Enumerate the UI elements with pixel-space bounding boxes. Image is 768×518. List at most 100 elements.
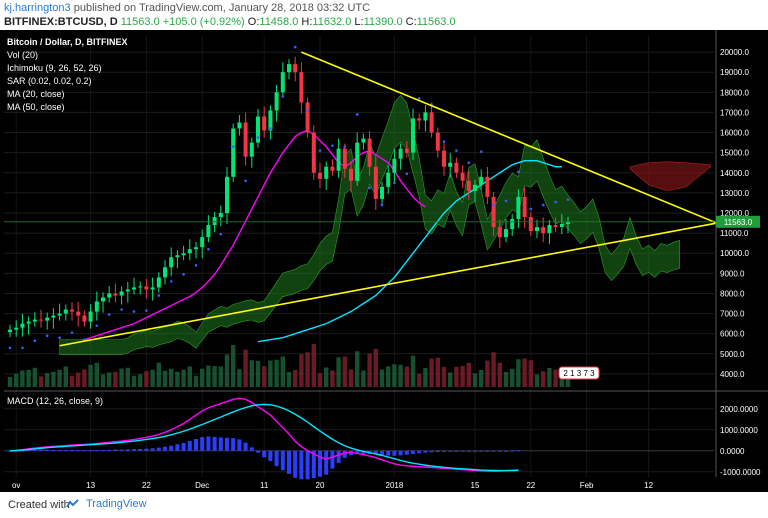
macd-histogram-bar <box>237 439 242 451</box>
sar-dot <box>231 145 235 148</box>
candle-body <box>330 166 335 171</box>
candle-body <box>336 148 341 171</box>
macd-histogram-bar <box>497 450 502 452</box>
chart-area[interactable]: 4000.0 5000.0 6000.0 7000.0 8000.0 9000.0 1000… <box>0 30 768 492</box>
y-tick-label: 7000.0 <box>720 310 745 319</box>
chart-header: kj.harrington3 published on TradingView.… <box>0 0 768 30</box>
signal-line <box>9 403 519 472</box>
candle-body <box>324 166 329 179</box>
sar-dot <box>318 149 322 152</box>
macd-histogram-bar <box>280 450 285 471</box>
publish-text: published on TradingView.com, January 28… <box>73 2 371 14</box>
sar-dot <box>207 247 210 251</box>
sar-dot <box>517 170 520 174</box>
trendline-upper <box>301 51 718 224</box>
x-tick-label: 12 <box>644 481 653 490</box>
candle-body <box>187 249 192 254</box>
price-change: +105.0 (+0.92%) <box>162 16 245 28</box>
sar-dot <box>417 97 421 100</box>
macd-histogram-bar <box>175 444 180 451</box>
volume-bar <box>7 377 13 387</box>
candle-body <box>429 112 434 133</box>
volume-bar <box>150 369 155 387</box>
candle-body <box>454 162 459 173</box>
macd-histogram-bar <box>262 450 267 458</box>
y-tick-label: 5000.0 <box>720 350 745 359</box>
macd-histogram-bar <box>132 449 136 451</box>
candle-body <box>156 277 161 288</box>
axes: 4000.0 5000.0 6000.0 7000.0 8000.0 9000.0 1000… <box>4 30 768 490</box>
volume-bar <box>243 349 248 387</box>
sar-dot <box>293 45 297 49</box>
macd-histogram-bar <box>225 437 229 451</box>
volume-bar <box>32 367 37 387</box>
macd-histogram-bar <box>51 449 56 451</box>
volume-bar <box>565 375 571 387</box>
volume-bar <box>45 373 50 387</box>
macd-histogram-bar <box>299 450 304 480</box>
y-tick-label: 6000.0 <box>720 330 745 339</box>
macd-histogram-bar <box>8 450 12 452</box>
chart-svg[interactable]: 4000.0 5000.0 6000.0 7000.0 8000.0 9000.0 1000… <box>0 30 768 492</box>
x-tick-label: 20 <box>316 481 325 490</box>
created-with-text: Created with <box>8 499 70 511</box>
sar-dot <box>244 179 247 183</box>
author-link[interactable]: kj.harrington3 <box>4 2 71 14</box>
candle-body <box>442 150 446 167</box>
candle-body <box>20 323 25 328</box>
y-tick-label: 18000.0 <box>720 88 749 97</box>
x-tick-label: ov <box>12 481 20 490</box>
volume-bar <box>429 358 434 387</box>
volume-bar <box>107 372 112 387</box>
sar-dot <box>529 207 533 211</box>
candle-body <box>479 176 484 185</box>
macd-histogram-bar <box>454 450 459 452</box>
volume-bar <box>175 371 180 387</box>
trendline-lower <box>59 222 717 347</box>
sar-dot <box>331 144 334 147</box>
ma50-line <box>257 160 562 343</box>
macd-histogram-bar <box>125 449 130 451</box>
candle-body <box>504 229 508 238</box>
macd-y-tick-label: 0.0000 <box>720 447 745 456</box>
volume-bar <box>516 359 521 387</box>
candle-body <box>535 227 539 232</box>
volume-bar <box>485 360 490 387</box>
volume-bar <box>255 360 261 387</box>
candle-body <box>231 128 236 177</box>
macd-histogram-bar <box>442 450 446 452</box>
sar-dot <box>45 334 49 337</box>
volume-bar <box>119 368 124 387</box>
macd-histogram-bar <box>82 450 87 452</box>
candle-body <box>206 225 211 238</box>
macd-histogram-bar <box>231 438 236 451</box>
low-value: 11390.0 <box>363 16 403 28</box>
volume-bar <box>26 369 31 387</box>
volume-bar <box>113 371 118 387</box>
candle-body <box>212 217 217 226</box>
legend-ichimoku: Ichimoku (9, 26, 52, 26) <box>7 63 102 73</box>
sar-dot <box>554 200 557 204</box>
macd-legend: MACD (12, 26, close, 9) <box>7 396 103 406</box>
macd-histogram-bar <box>156 447 161 451</box>
tradingview-brand-link[interactable]: TradingView <box>86 498 147 510</box>
high-value: 11632.0 <box>312 16 352 28</box>
y-tick-label: 9000.0 <box>720 269 745 278</box>
volume-bar <box>317 373 323 387</box>
candle-body <box>237 122 242 129</box>
sar-dot <box>405 172 409 176</box>
volume-bar <box>224 354 230 387</box>
x-tick-label: 2018 <box>386 481 404 490</box>
volume-bar <box>169 368 174 387</box>
candle-body <box>423 112 428 121</box>
volume-bar <box>324 367 329 387</box>
volume-bar <box>63 366 68 387</box>
candle-body <box>51 315 56 318</box>
volume-bar <box>541 371 546 387</box>
volume-bar <box>547 368 552 387</box>
macd-histogram-bar <box>39 449 43 451</box>
macd-histogram-bar <box>355 450 360 455</box>
candle-body <box>373 166 378 199</box>
candle-body <box>398 148 403 159</box>
volume-bar <box>367 353 372 387</box>
